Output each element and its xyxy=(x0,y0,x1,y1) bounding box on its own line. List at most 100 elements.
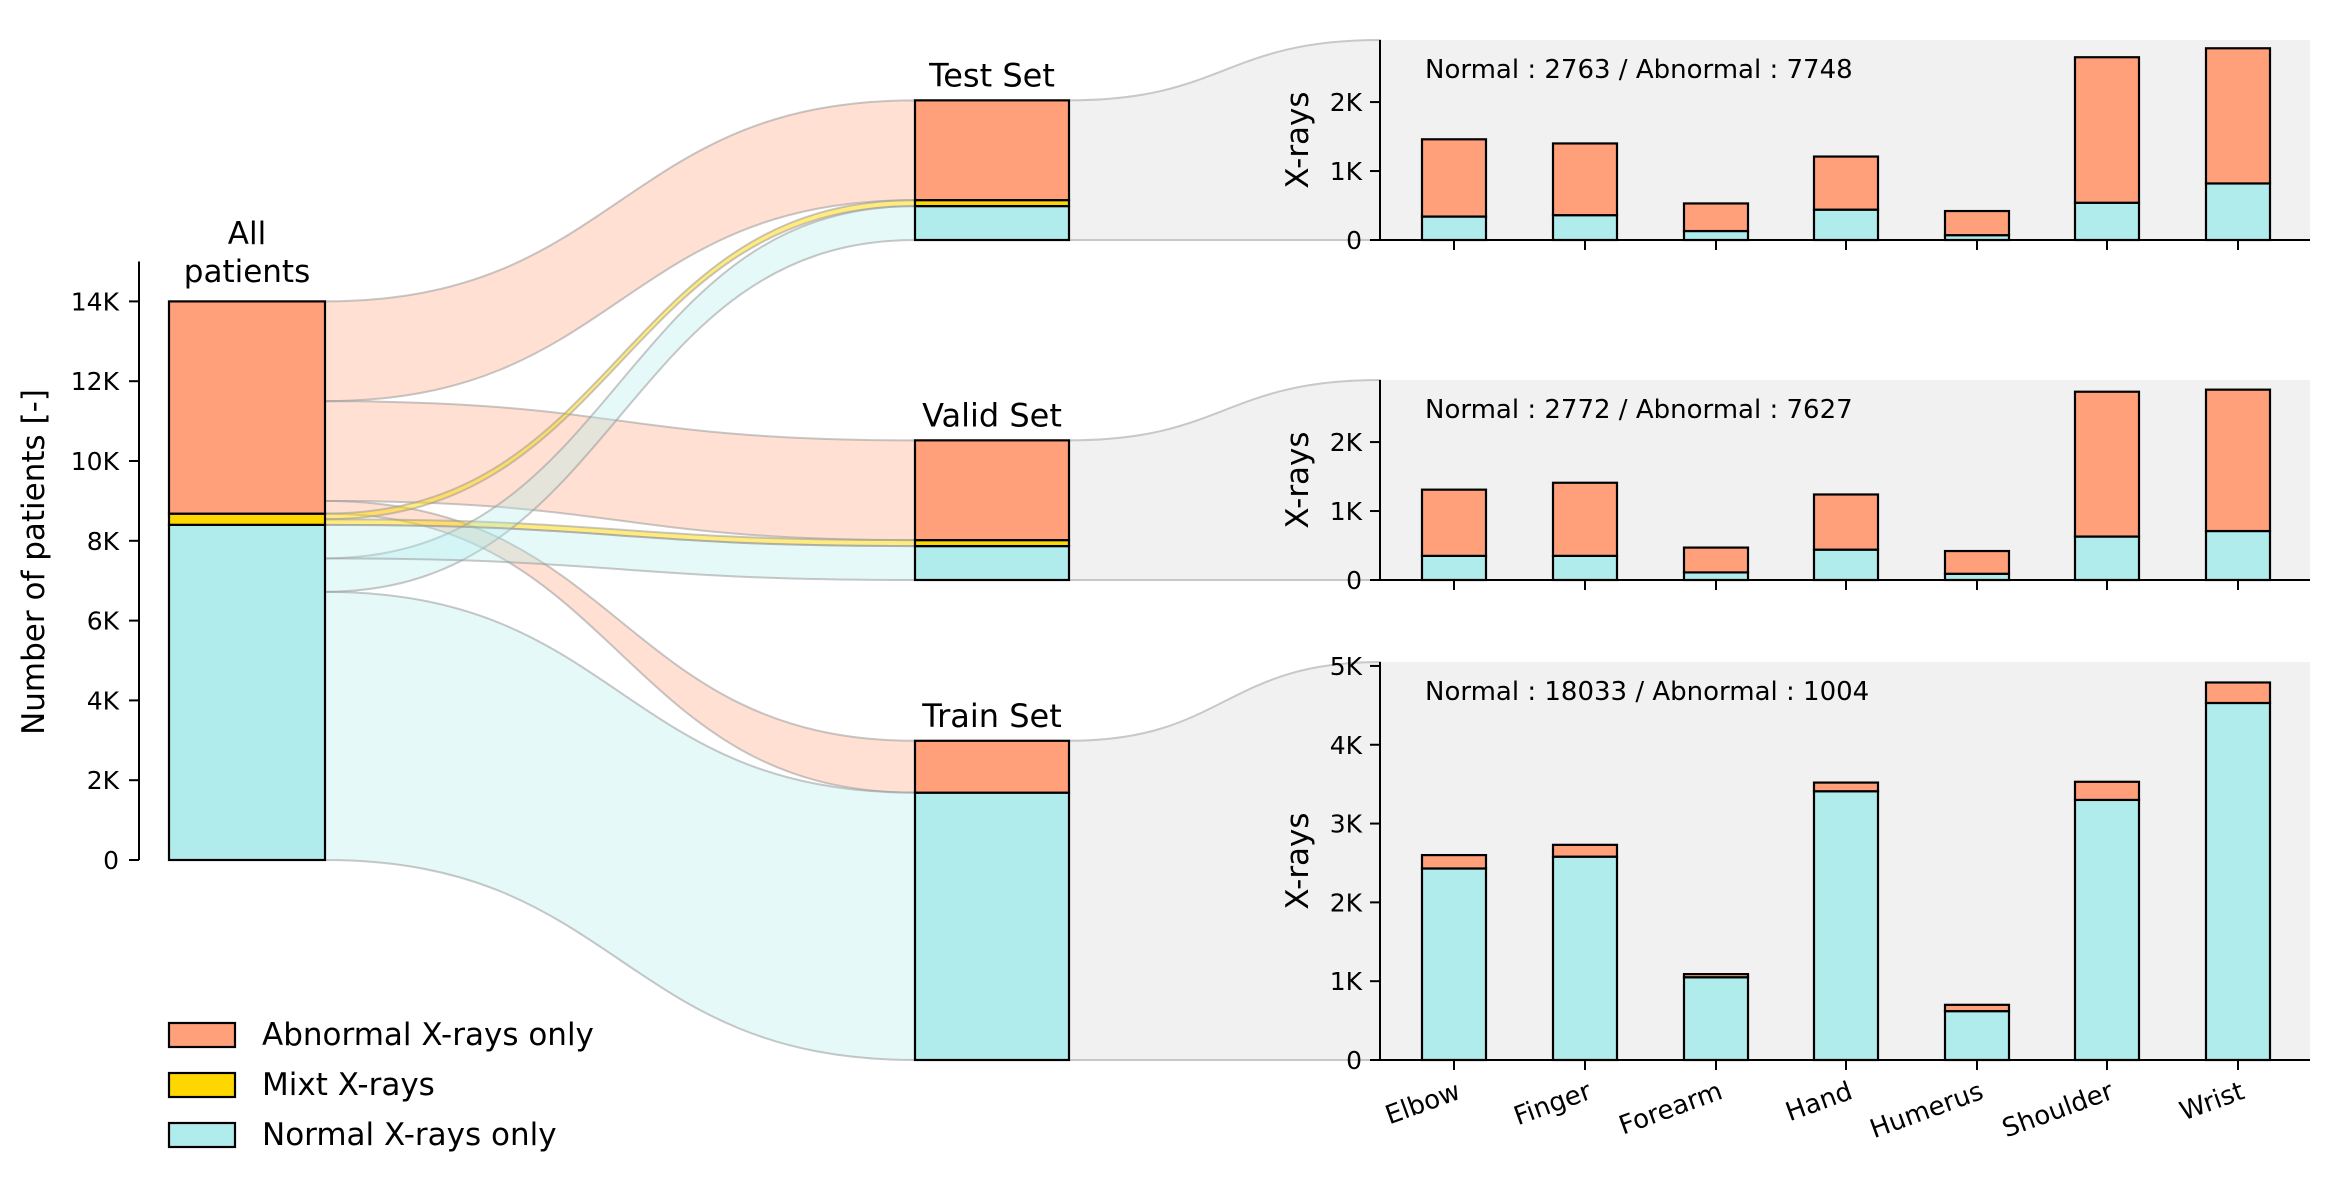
panel-y-tick-label: 1K xyxy=(1330,157,1363,186)
panel-y-tick-label: 1K xyxy=(1330,967,1363,996)
panel-y-tick-label: 3K xyxy=(1330,810,1363,839)
set-title: Test Set xyxy=(928,56,1055,94)
panel-y-tick-label: 0 xyxy=(1346,1046,1362,1075)
bar-abnormal-forearm xyxy=(1682,546,1750,574)
panel-y-tick-label: 1K xyxy=(1330,497,1363,526)
panel-y-tick-label: 2K xyxy=(1330,888,1363,917)
bar-normal-elbow xyxy=(1420,554,1488,582)
bar-abnormal-hand xyxy=(1812,781,1880,793)
x-tick-label-shoulder: Shoulder xyxy=(1998,1076,2117,1144)
bar-abnormal-shoulder xyxy=(2073,780,2141,802)
bar-normal-wrist xyxy=(2204,701,2272,1062)
bar-abnormal-wrist xyxy=(2204,388,2272,533)
bar-abnormal-wrist xyxy=(2204,681,2272,705)
legend-swatch-normal xyxy=(167,1121,237,1149)
x-tick-label-wrist: Wrist xyxy=(2176,1076,2248,1127)
bar-abnormal-finger xyxy=(1551,843,1619,858)
panel-y-tick-label: 2K xyxy=(1330,88,1363,117)
main-chart: All patients Number of patients [-] 0 2K 4… xyxy=(16,216,327,875)
main-y-tick-label: 10K xyxy=(71,447,120,476)
all-patients-ylabel: Number of patients [-] xyxy=(16,389,52,735)
bar-normal-hand xyxy=(1812,790,1880,1062)
bar-normal-shoulder xyxy=(2073,201,2141,242)
bar-abnormal-forearm xyxy=(1682,202,1750,233)
x-tick-label-humerus: Humerus xyxy=(1866,1076,1987,1145)
bar-normal-elbow xyxy=(1420,215,1488,242)
legend-label-mixt: Mixt X-rays xyxy=(262,1067,435,1103)
bar-abnormal-hand xyxy=(1812,155,1880,211)
bar-normal-shoulder xyxy=(2073,535,2141,582)
bar-normal-humerus xyxy=(1943,1010,2011,1062)
bar-abnormal-wrist xyxy=(2204,47,2272,185)
bar-normal-finger xyxy=(1551,554,1619,582)
set-title: Train Set xyxy=(921,697,1062,735)
panel-annotation: Normal : 2763 / Abnormal : 7748 xyxy=(1425,55,1853,85)
panel-connector xyxy=(1068,38,1381,242)
all-patients-title-line2: patients xyxy=(184,254,310,290)
panel-annotation: Normal : 2772 / Abnormal : 7627 xyxy=(1425,395,1853,425)
set-abnormal-segment xyxy=(913,439,1071,542)
set-normal-segment xyxy=(913,791,1071,1062)
all-normal-segment xyxy=(167,523,327,862)
bar-normal-wrist xyxy=(2204,529,2272,582)
set-abnormal-segment xyxy=(913,99,1071,202)
panel-ylabel: X-rays xyxy=(1280,812,1316,909)
main-y-tick-label: 6K xyxy=(87,607,120,636)
bar-abnormal-humerus xyxy=(1943,209,2011,237)
set-title: Valid Set xyxy=(922,396,1062,434)
main-y-tick-label: 14K xyxy=(71,287,120,316)
legend-swatch-mixt xyxy=(167,1071,237,1099)
set-normal-segment xyxy=(913,544,1071,582)
bar-normal-hand xyxy=(1812,548,1880,582)
x-tick-label-forearm: Forearm xyxy=(1615,1076,1726,1141)
all-mixt-segment xyxy=(167,512,327,526)
bar-abnormal-forearm xyxy=(1682,972,1750,979)
all-abnormal-segment xyxy=(167,300,327,515)
all-patients-title-line1: All xyxy=(228,216,266,252)
bar-abnormal-elbow xyxy=(1420,488,1488,557)
main-y-tick-label: 8K xyxy=(87,527,120,556)
set-abnormal-segment xyxy=(913,739,1071,794)
main-y-tick-label: 2K xyxy=(87,766,120,795)
bar-abnormal-finger xyxy=(1551,142,1619,217)
panel-connector xyxy=(1068,378,1381,582)
legend-label-abnormal: Abnormal X-rays only xyxy=(262,1017,594,1053)
bodypart-charts: 0 1K 2K X-rays Normal : 2763 / Abnormal : 77… xyxy=(1280,40,2310,1145)
panel-y-tick-label: 0 xyxy=(1346,566,1362,595)
bar-abnormal-humerus xyxy=(1943,549,2011,575)
flow-normal-to-train xyxy=(324,590,916,1062)
panel-annotation: Normal : 18033 / Abnormal : 1004 xyxy=(1425,677,1869,707)
sankey-flows xyxy=(324,99,916,1062)
bar-abnormal-elbow xyxy=(1420,853,1488,870)
bar-abnormal-shoulder xyxy=(2073,56,2141,204)
bar-normal-finger xyxy=(1551,855,1619,1062)
set-normal-segment xyxy=(913,204,1071,242)
bar-normal-forearm xyxy=(1682,571,1750,582)
panel-y-tick-label: 5K xyxy=(1330,652,1363,681)
panel-connector xyxy=(1068,660,1381,1062)
bar-abnormal-elbow xyxy=(1420,138,1488,218)
bar-normal-elbow xyxy=(1420,867,1488,1062)
panel-ylabel: X-rays xyxy=(1280,91,1316,188)
x-tick-label-hand: Hand xyxy=(1782,1076,1857,1128)
main-y-tick-label: 0 xyxy=(103,846,119,875)
bar-normal-shoulder xyxy=(2073,798,2141,1062)
bar-abnormal-hand xyxy=(1812,493,1880,551)
legend: Abnormal X-rays only Mixt X-rays Normal X-… xyxy=(167,1017,594,1153)
bar-abnormal-shoulder xyxy=(2073,390,2141,538)
bar-normal-forearm xyxy=(1682,976,1750,1062)
main-y-tick-label: 12K xyxy=(71,367,120,396)
bar-normal-hand xyxy=(1812,208,1880,242)
bar-normal-finger xyxy=(1551,214,1619,242)
set-bars: Test Set Valid Set Train Set xyxy=(913,56,1071,1062)
bar-abnormal-finger xyxy=(1551,481,1619,557)
legend-swatch-abnormal xyxy=(167,1021,237,1049)
x-tick-label-finger: Finger xyxy=(1510,1076,1596,1132)
legend-label-normal: Normal X-rays only xyxy=(262,1117,557,1153)
bar-normal-forearm xyxy=(1682,229,1750,242)
panel-y-tick-label: 0 xyxy=(1346,226,1362,255)
main-y-tick-label: 4K xyxy=(87,686,120,715)
bar-normal-wrist xyxy=(2204,182,2272,242)
panel-y-tick-label: 4K xyxy=(1330,731,1363,760)
